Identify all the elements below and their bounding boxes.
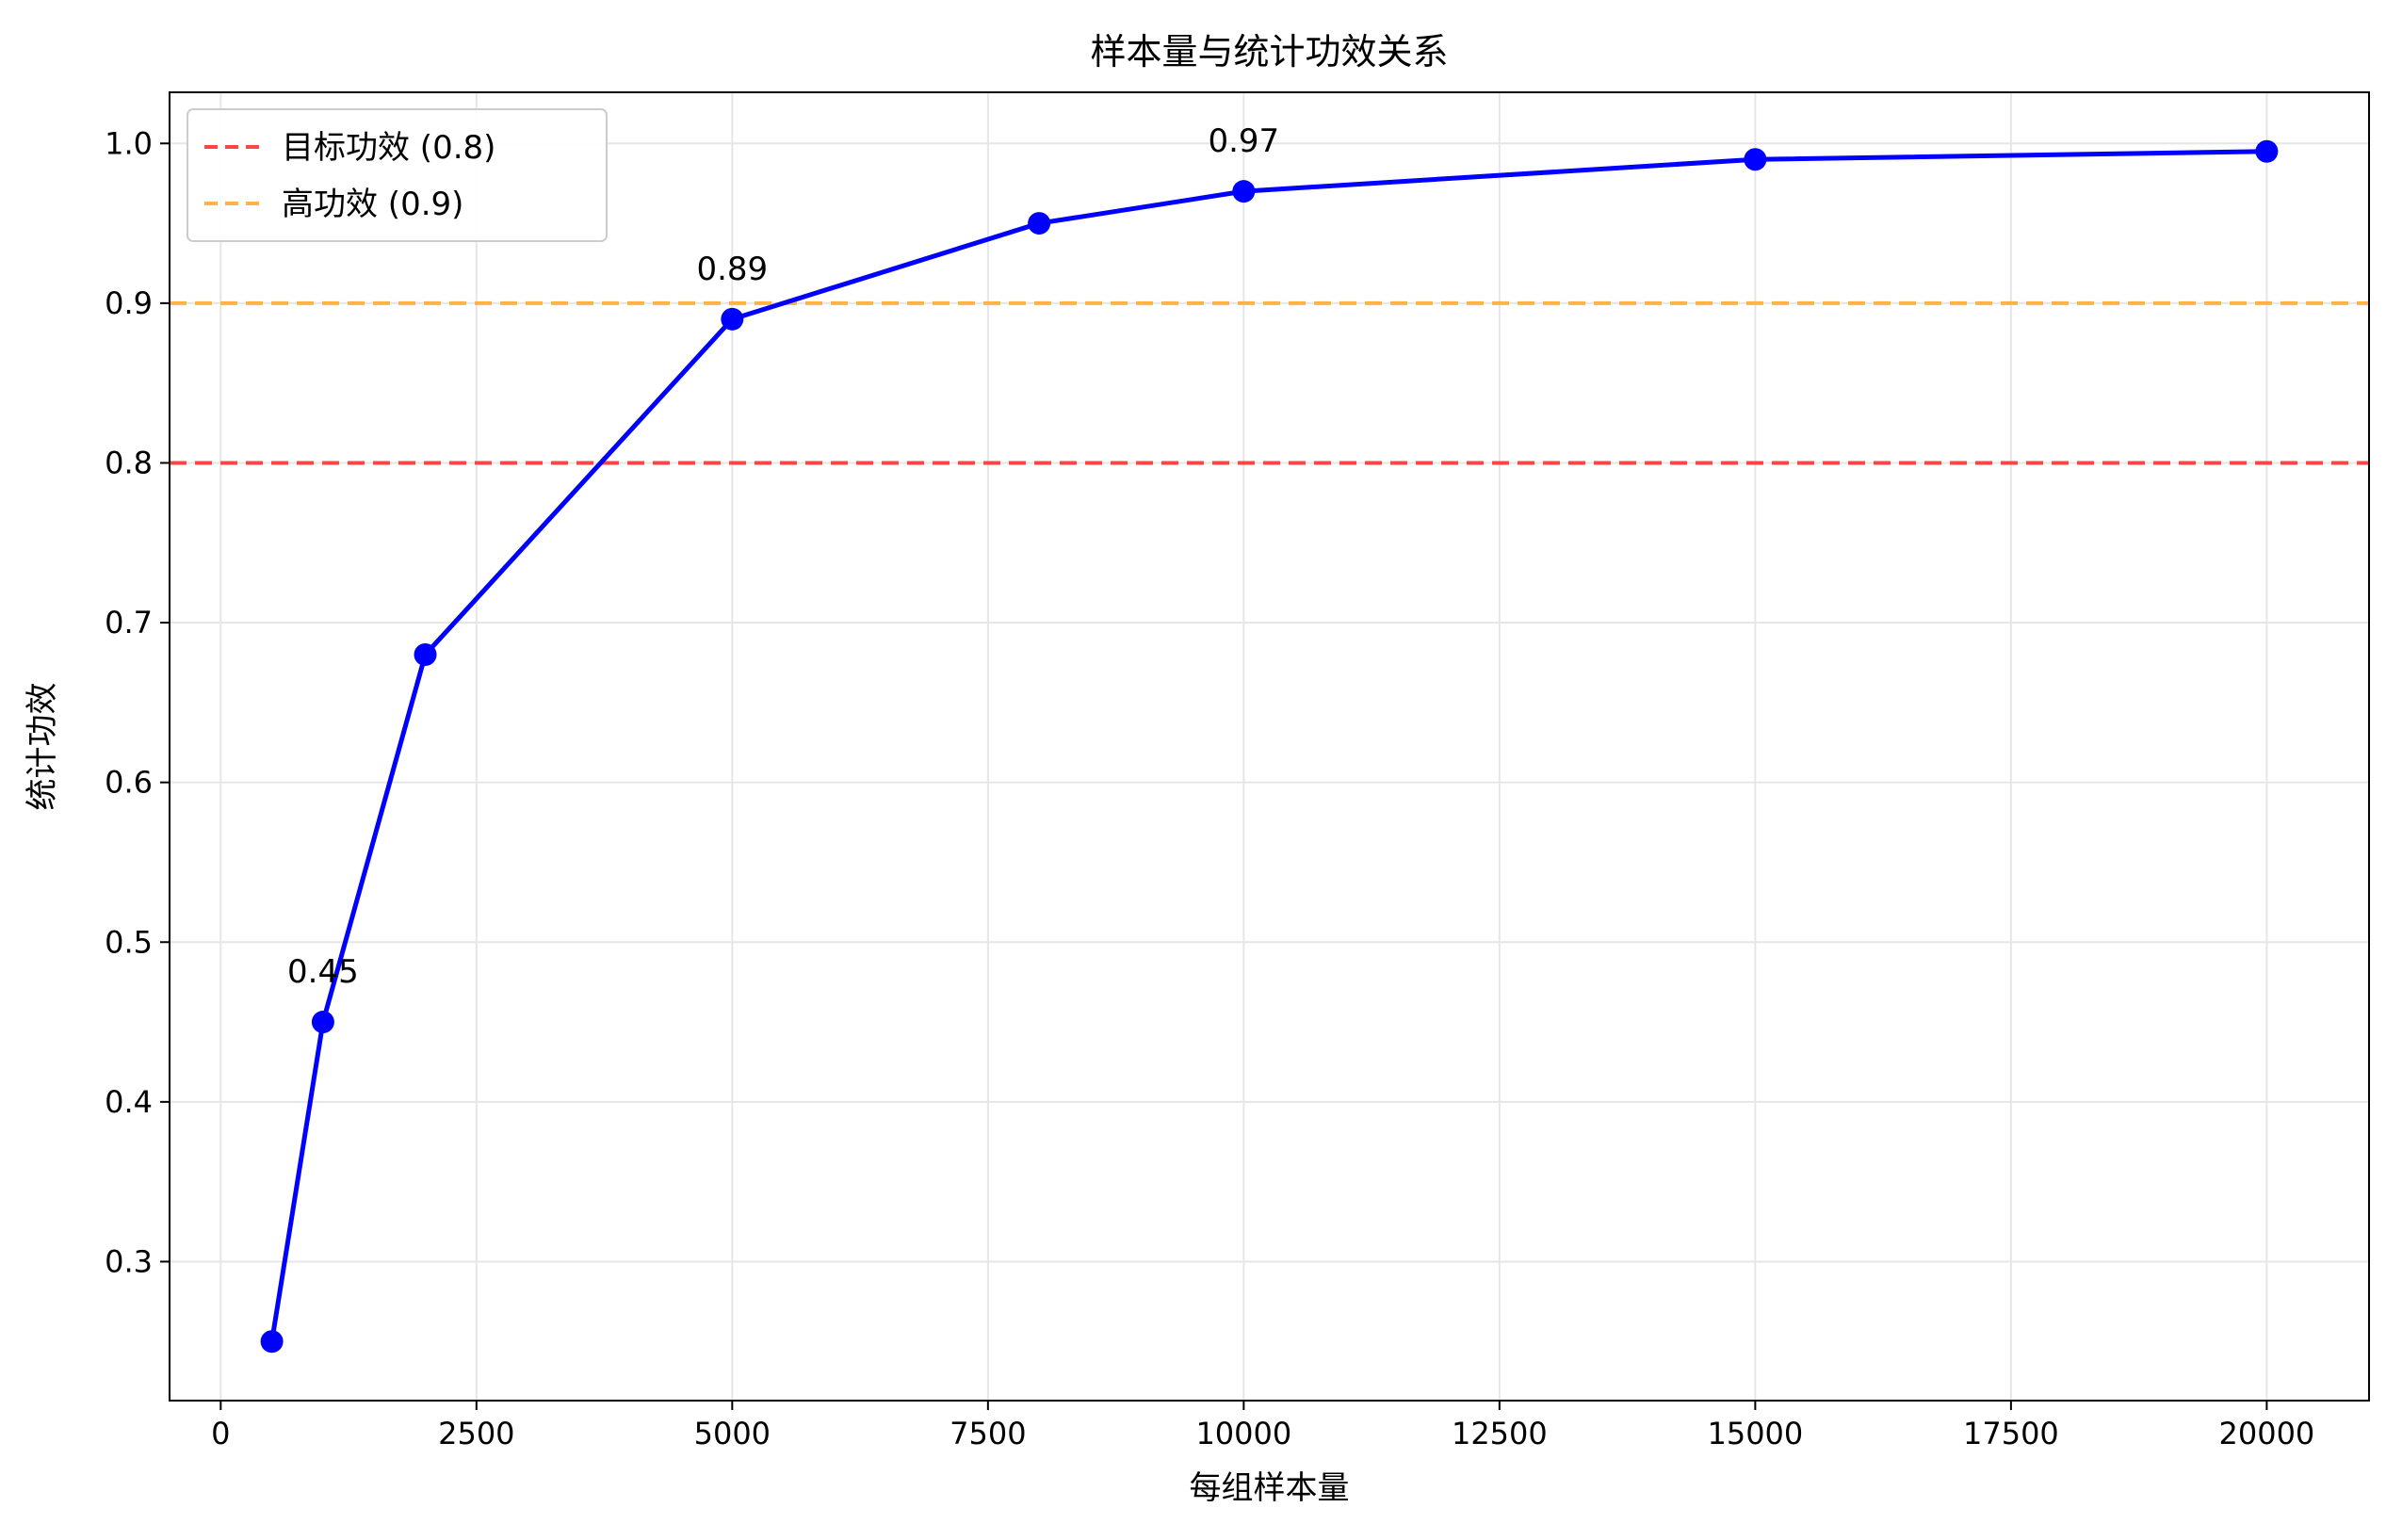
x-axis-label: 每组样本量 bbox=[1190, 1469, 1350, 1507]
data-point bbox=[414, 642, 437, 666]
y-tick-label: 0.3 bbox=[105, 1243, 153, 1279]
data-point bbox=[1744, 148, 1767, 171]
legend: 目标功效 (0.8) 高功效 (0.9) bbox=[187, 108, 608, 242]
data-label: 0.89 bbox=[696, 251, 768, 288]
y-tick-label: 0.9 bbox=[105, 285, 153, 321]
legend-label: 高功效 (0.9) bbox=[282, 186, 463, 223]
chart-title: 样本量与统计功效关系 bbox=[1090, 31, 1448, 73]
x-tick-label: 5000 bbox=[694, 1416, 771, 1451]
y-tick-label: 0.8 bbox=[105, 445, 153, 480]
series bbox=[260, 139, 2279, 1354]
data-point bbox=[260, 1330, 284, 1354]
x-tick-label: 0 bbox=[211, 1416, 230, 1451]
data-label: 0.97 bbox=[1208, 122, 1279, 160]
x-tick-label: 20000 bbox=[2218, 1416, 2314, 1451]
x-tick-label: 15000 bbox=[1707, 1416, 1803, 1451]
data-label: 0.45 bbox=[287, 953, 359, 991]
x-tick-label: 2500 bbox=[438, 1416, 514, 1451]
x-tick-label: 7500 bbox=[950, 1416, 1026, 1451]
y-tick-label: 0.6 bbox=[105, 765, 153, 801]
y-tick-label: 0.4 bbox=[105, 1084, 153, 1120]
data-point bbox=[721, 307, 744, 331]
y-tick-label: 1.0 bbox=[105, 125, 153, 161]
x-tick-label: 12500 bbox=[1452, 1416, 1548, 1451]
x-tick-label: 10000 bbox=[1195, 1416, 1291, 1451]
series-line bbox=[269, 149, 2267, 1342]
data-point bbox=[311, 1011, 334, 1034]
data-point bbox=[1232, 180, 1256, 203]
x-tick-label: 17500 bbox=[1963, 1416, 2059, 1451]
reference-lines bbox=[170, 300, 2369, 465]
plot-frame bbox=[169, 91, 2370, 1402]
ticks: 0 2500 5000 7500 10000 12500 15000 17500 20000 0.… bbox=[105, 125, 2314, 1451]
legend-label: 目标功效 (0.8) bbox=[282, 129, 495, 167]
y-axis-label: 统计功效 bbox=[24, 683, 61, 811]
data-point bbox=[2255, 139, 2279, 163]
y-tick-label: 0.7 bbox=[105, 605, 153, 640]
y-tick-label: 0.5 bbox=[105, 924, 153, 960]
data-point bbox=[1028, 212, 1051, 235]
annotations: 0.45 0.89 0.97 bbox=[287, 122, 1279, 991]
legend-box bbox=[187, 108, 608, 242]
